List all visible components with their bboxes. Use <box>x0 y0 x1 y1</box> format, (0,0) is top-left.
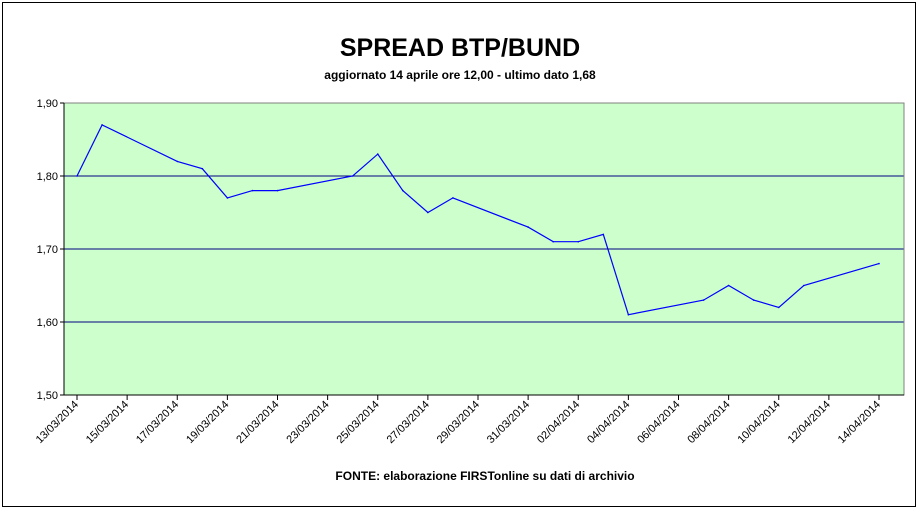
data-point-15 <box>602 233 605 236</box>
x-tick-label-16: 14/04/2014 <box>836 399 883 446</box>
x-tick-label-3: 19/03/2014 <box>184 399 231 446</box>
y-tick-label-4: 1,90 <box>37 98 58 110</box>
chart-title: SPREAD BTP/BUND <box>339 34 581 62</box>
x-tick-label-2: 17/03/2014 <box>134 399 181 446</box>
x-tick-label-0: 13/03/2014 <box>34 399 81 446</box>
data-point-22 <box>878 262 880 265</box>
x-tick-label-13: 08/04/2014 <box>685 399 732 446</box>
chart-subtitle: aggiornato 14 aprile ore 12,00 - ultimo … <box>324 68 596 82</box>
y-axis-ticks: 1,50 1,60 1,70 1,80 1,90 <box>37 98 64 402</box>
data-point-12 <box>527 226 529 228</box>
x-tick-label-10: 02/04/2014 <box>535 399 582 446</box>
data-point-4 <box>226 197 229 199</box>
y-tick-label-1: 1,60 <box>37 317 58 329</box>
data-point-19 <box>752 299 755 301</box>
data-point-1 <box>101 124 103 126</box>
x-axis-ticks: 13/03/2014 15/03/2014 17/03/2014 19/03/2014… <box>34 395 883 446</box>
x-tick-label-11: 04/04/2014 <box>585 399 632 446</box>
y-tick-label-2: 1,70 <box>37 244 58 256</box>
data-point-21 <box>803 284 805 287</box>
x-tick-label-15: 12/04/2014 <box>786 399 833 446</box>
y-tick-label-3: 1,80 <box>37 171 58 183</box>
x-tick-label-8: 29/03/2014 <box>435 399 482 446</box>
y-tick-label-0: 1,50 <box>37 390 58 402</box>
x-tick-label-7: 27/03/2014 <box>385 399 432 446</box>
data-point-6 <box>276 189 279 192</box>
chart-source-note: FONTE: elaborazione FIRSTonline su dati … <box>335 469 635 483</box>
data-point-9 <box>402 189 404 192</box>
data-point-14 <box>577 240 580 243</box>
x-tick-label-4: 21/03/2014 <box>234 399 281 446</box>
data-point-5 <box>251 189 254 192</box>
data-point-10 <box>427 211 429 214</box>
series-points <box>76 124 880 316</box>
data-point-17 <box>702 299 705 301</box>
x-tick-label-12: 06/04/2014 <box>635 399 682 446</box>
x-tick-label-6: 25/03/2014 <box>334 399 381 446</box>
x-tick-label-14: 10/04/2014 <box>735 399 782 446</box>
data-point-7 <box>351 175 354 177</box>
data-point-2 <box>176 160 179 163</box>
x-tick-label-9: 31/03/2014 <box>485 399 532 446</box>
data-point-18 <box>727 284 730 287</box>
data-point-16 <box>627 313 630 316</box>
data-point-20 <box>777 306 780 309</box>
data-point-0 <box>76 175 78 177</box>
x-tick-label-1: 15/03/2014 <box>84 399 131 446</box>
data-point-8 <box>376 153 379 155</box>
data-point-11 <box>452 197 454 199</box>
data-point-3 <box>201 167 204 170</box>
x-tick-label-5: 23/03/2014 <box>284 399 331 446</box>
data-point-13 <box>552 240 554 243</box>
